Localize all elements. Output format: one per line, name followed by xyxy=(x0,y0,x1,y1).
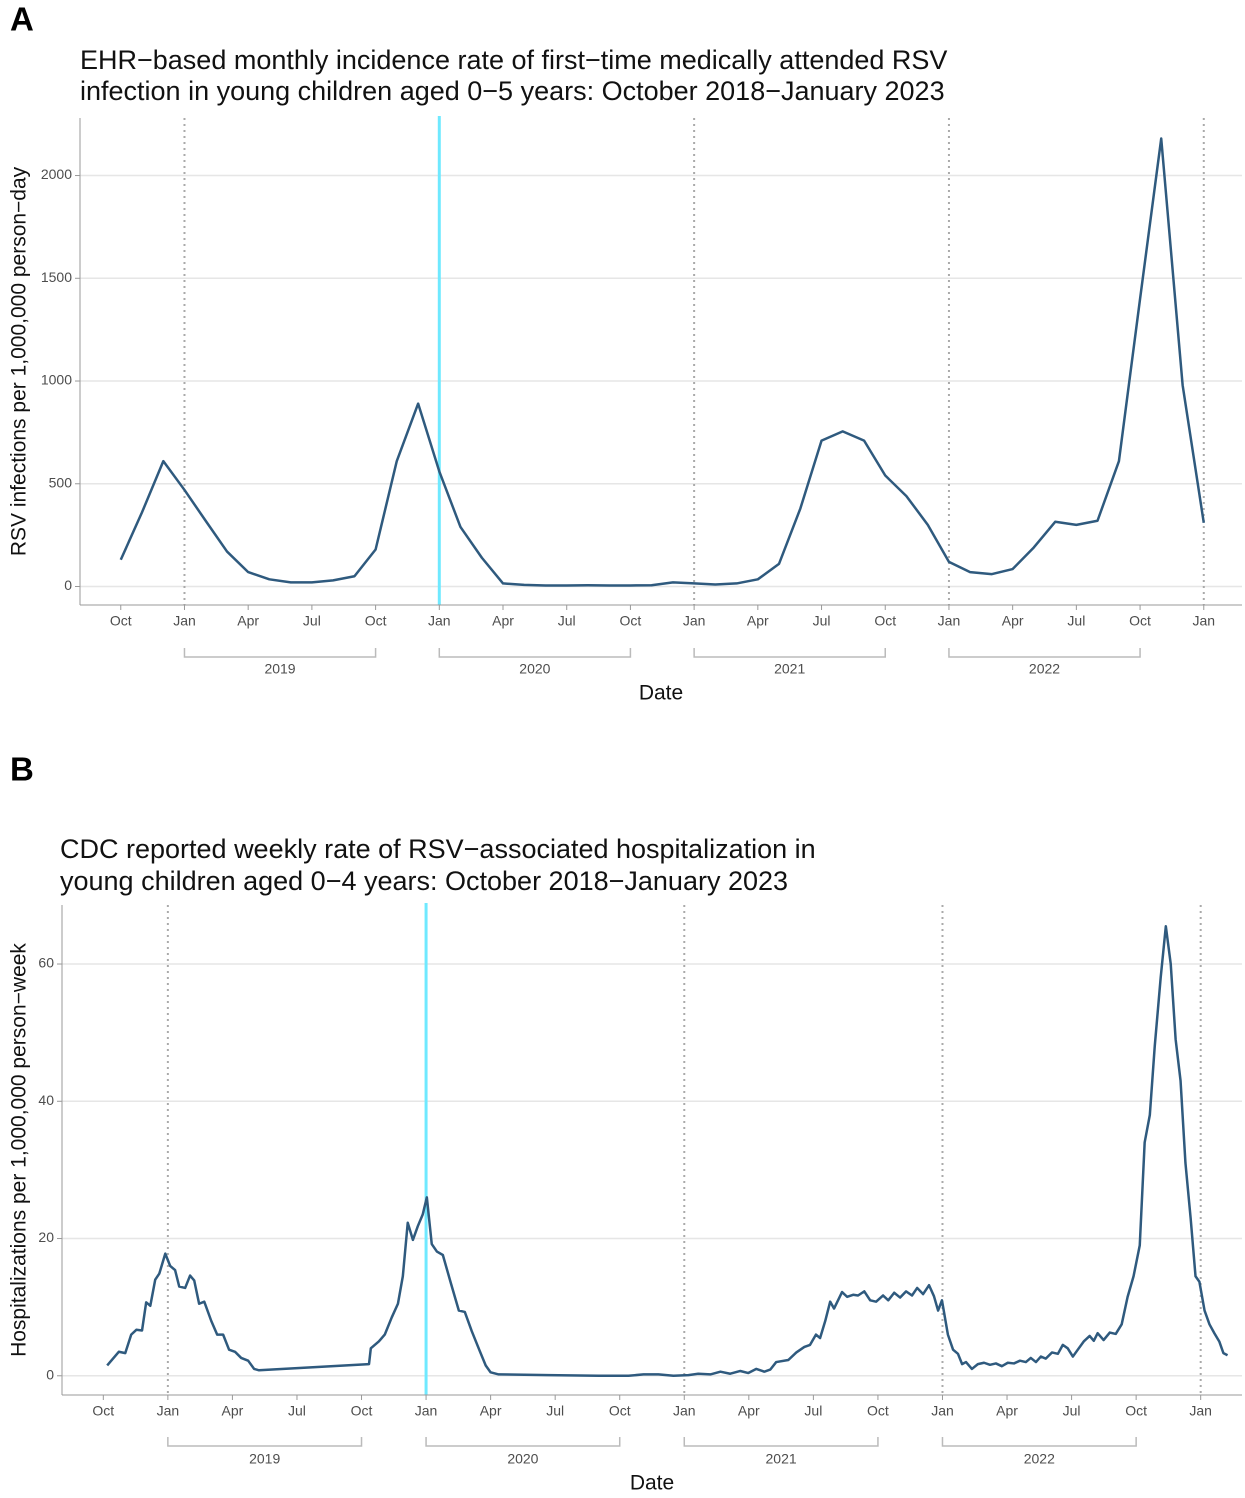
year-bracket xyxy=(693,648,886,658)
year-label: 2020 xyxy=(507,1451,538,1467)
chart-title: CDC reported weekly rate of RSV−associat… xyxy=(60,834,816,864)
x-tick-label: Jan xyxy=(1189,1403,1212,1419)
x-tick-label: Jan xyxy=(428,613,451,629)
x-tick-label: Jan xyxy=(157,1403,180,1419)
y-tick-label: 1000 xyxy=(41,372,72,388)
chart-title: young children aged 0−4 years: October 2… xyxy=(60,866,788,896)
x-tick-label: Apr xyxy=(222,1403,244,1419)
x-tick-label: Oct xyxy=(351,1403,373,1419)
y-tick-label: 40 xyxy=(38,1092,54,1108)
x-tick-label: Oct xyxy=(609,1403,631,1419)
year-bracket xyxy=(167,1437,363,1447)
data-line xyxy=(119,137,1206,587)
x-tick-label: Oct xyxy=(874,613,896,629)
x-tick-label: Jan xyxy=(673,1403,696,1419)
year-label: 2020 xyxy=(519,661,550,677)
x-axis-label: Date xyxy=(630,1472,674,1493)
chart-title: EHR−based monthly incidence rate of firs… xyxy=(80,45,947,75)
x-tick-label: Apr xyxy=(480,1403,502,1419)
year-label: 2022 xyxy=(1024,1451,1055,1467)
x-tick-label: Oct xyxy=(1125,1403,1147,1419)
y-tick-label: 0 xyxy=(64,577,72,593)
x-tick-label: Jul xyxy=(804,1403,822,1419)
x-tick-label: Apr xyxy=(738,1403,760,1419)
year-label: 2022 xyxy=(1029,661,1060,677)
x-tick-label: Jul xyxy=(1067,613,1085,629)
y-tick-label: 0 xyxy=(46,1366,54,1382)
year-bracket xyxy=(438,648,632,658)
year-bracket xyxy=(948,648,1141,658)
y-axis-label: Hospitalizations per 1,000,000 person−we… xyxy=(8,943,31,1357)
x-tick-label: Jan xyxy=(931,1403,954,1419)
data-line xyxy=(106,925,1229,1378)
x-tick-label: Jul xyxy=(303,613,321,629)
x-tick-label: Apr xyxy=(1002,613,1024,629)
year-label: 2019 xyxy=(264,661,295,677)
x-tick-label: Oct xyxy=(620,613,642,629)
x-tick-label: Apr xyxy=(996,1403,1018,1419)
year-label: 2019 xyxy=(249,1451,280,1467)
chart-title: infection in young children aged 0−5 yea… xyxy=(80,76,945,106)
x-tick-label: Oct xyxy=(110,613,132,629)
x-tick-label: Oct xyxy=(365,613,387,629)
y-tick-label: 20 xyxy=(38,1229,54,1245)
x-tick-label: Jan xyxy=(683,613,706,629)
year-label: 2021 xyxy=(774,661,805,677)
x-tick-label: Apr xyxy=(747,613,769,629)
panel-letter: B xyxy=(10,751,34,788)
x-tick-label: Jan xyxy=(938,613,961,629)
y-tick-label: 2000 xyxy=(41,166,72,182)
year-label: 2021 xyxy=(766,1451,797,1467)
x-tick-label: Apr xyxy=(492,613,514,629)
panel-B: B CDC reported weekly rate of RSV−associa… xyxy=(8,751,1242,1495)
y-axis-label: RSV infections per 1,000,000 person−day xyxy=(8,166,31,556)
year-bracket xyxy=(183,648,377,658)
panel-A: A EHR−based monthly incidence rate of fir… xyxy=(8,1,1242,705)
x-tick-label: Jan xyxy=(1192,613,1215,629)
panel-letter: A xyxy=(10,1,34,38)
x-tick-label: Jul xyxy=(546,1403,564,1419)
y-tick-label: 500 xyxy=(49,474,73,490)
x-tick-label: Oct xyxy=(1129,613,1151,629)
y-tick-label: 1500 xyxy=(41,269,72,285)
x-tick-label: Apr xyxy=(237,613,259,629)
x-tick-label: Oct xyxy=(92,1403,114,1419)
x-tick-label: Jul xyxy=(1063,1403,1081,1419)
year-bracket xyxy=(941,1437,1137,1447)
year-bracket xyxy=(425,1437,621,1447)
year-bracket xyxy=(683,1437,879,1447)
x-tick-label: Oct xyxy=(867,1403,889,1419)
x-axis-label: Date xyxy=(639,682,683,705)
x-tick-label: Jul xyxy=(288,1403,306,1419)
x-tick-label: Jul xyxy=(558,613,576,629)
x-tick-label: Jan xyxy=(415,1403,438,1419)
x-tick-label: Jul xyxy=(813,613,831,629)
y-tick-label: 60 xyxy=(38,955,54,971)
x-tick-label: Jan xyxy=(173,613,196,629)
